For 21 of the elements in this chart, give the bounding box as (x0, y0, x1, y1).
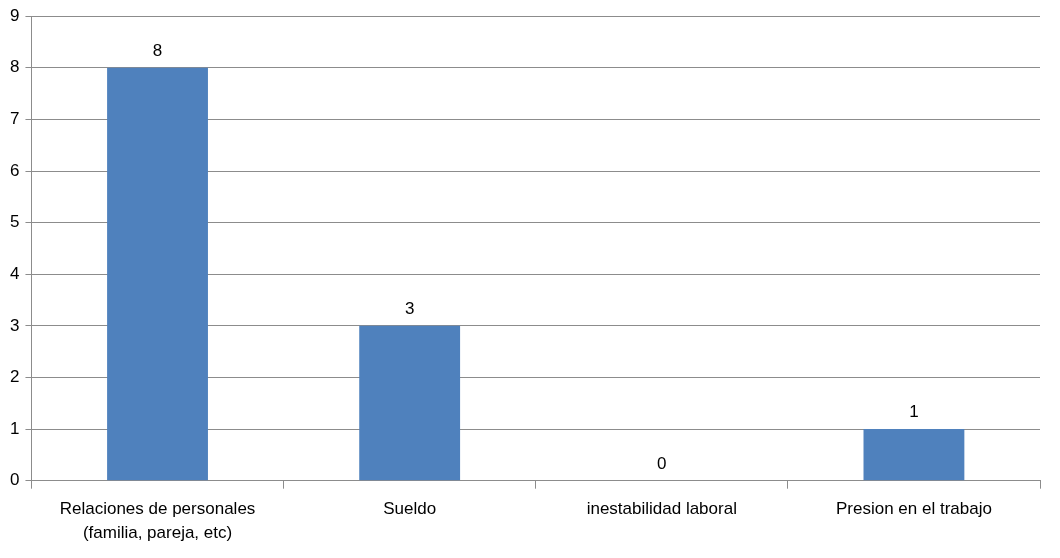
data-label: 1 (909, 402, 919, 422)
y-tick-label: 7 (9, 109, 20, 129)
bar (863, 429, 965, 481)
data-label: 8 (152, 41, 163, 60)
x-tick-label: Relaciones de personales (familia, pareja, etc) (59, 498, 256, 543)
y-tick-label: 6 (9, 160, 20, 180)
y-tick-label: 1 (9, 418, 20, 438)
x-tick-label: Sueldo (383, 498, 437, 518)
y-tick-label: 3 (9, 315, 20, 335)
y-tick-label: 5 (9, 212, 20, 232)
y-tick-label: 4 (9, 263, 20, 283)
bar (107, 67, 208, 481)
y-tick-label: 9 (9, 5, 20, 25)
x-tick-label: inestabilidad laboral (586, 498, 737, 518)
x-tick-label: Presion en el trabajo (835, 498, 992, 518)
data-label: 3 (404, 299, 415, 319)
bar (359, 325, 461, 481)
y-tick-label: 0 (9, 470, 20, 490)
y-tick-label: 2 (9, 367, 20, 387)
data-label: 0 (657, 453, 667, 473)
y-tick-label: 8 (9, 57, 20, 77)
